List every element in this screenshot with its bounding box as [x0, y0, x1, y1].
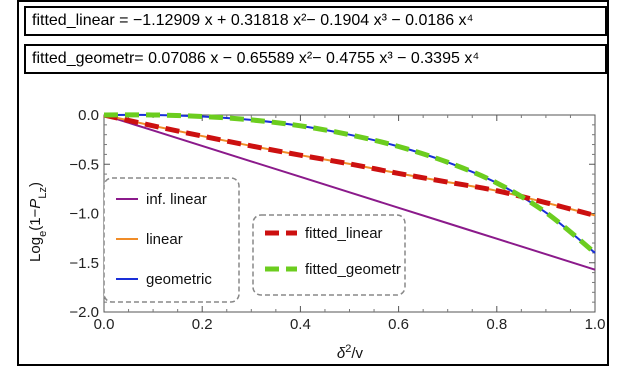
series-line-geometric	[103, 113, 596, 254]
equation-fitted-linear: fitted_linear = −1.12909 x + 0.31818 x²−…	[24, 6, 607, 36]
x-axis-title: δ2/v	[337, 343, 364, 362]
legend-label-geometric: geometric	[146, 271, 212, 288]
x-tick-label: 0.8	[486, 316, 507, 333]
series-line-fitted-linear	[103, 112, 596, 218]
y-tick-label: −2.0	[69, 304, 99, 321]
x-tick-label: 0.4	[290, 316, 311, 333]
legend-box-left	[103, 177, 240, 303]
y-tick-label: 0.0	[78, 107, 99, 124]
x-tick-label: 0.6	[388, 316, 409, 333]
y-tick-label: −0.5	[69, 156, 99, 173]
y-tick-label: −1.0	[69, 206, 99, 223]
y-axis-title: Loge(1−PLz)	[27, 182, 49, 262]
x-tick-label: 1.0	[585, 316, 606, 333]
x-tick-label: 0.0	[94, 316, 115, 333]
legend-label-fitted-linear: fitted_linear	[305, 225, 383, 242]
x-tick-label: 0.2	[192, 316, 213, 333]
plot-area: 0.0 0.2 0.4 0.6 0.8 1.0 0.0 −0.5 −1.0 −1.5 −2.0 inf…	[69, 107, 605, 333]
y-tick-label: −1.5	[69, 255, 99, 272]
legend-label-linear: linear	[146, 231, 183, 248]
legend-label-inf-linear: inf. linear	[146, 191, 207, 208]
legend-label-fitted-geometr: fitted_geometr	[305, 261, 401, 278]
series-line-inf-linear	[103, 114, 596, 271]
equation-fitted-geometr: fitted_geometr= 0.07086 x − 0.65589 x²− …	[24, 44, 607, 74]
